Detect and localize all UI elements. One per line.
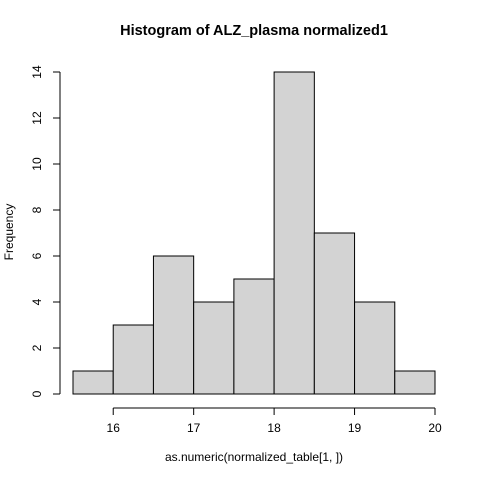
histogram-bar-0 <box>72 370 114 395</box>
y-axis-label: Frequency <box>2 204 16 261</box>
x-tick-label-19: 19 <box>348 421 362 435</box>
y-tick-label-8: 8 <box>30 206 44 213</box>
x-tick-label-16: 16 <box>107 421 121 435</box>
histogram-bar-1 <box>112 324 154 395</box>
bars-group <box>72 71 436 395</box>
y-tick-label-4: 4 <box>30 298 44 305</box>
y-tick-label-12: 12 <box>30 111 44 125</box>
y-tick-label-0: 0 <box>30 390 44 397</box>
histogram-bar-8 <box>394 370 436 395</box>
y-tick-label-14: 14 <box>30 65 44 79</box>
histogram-bar-4 <box>233 278 275 395</box>
histogram-bar-2 <box>152 255 195 395</box>
chart-title: Histogram of ALZ_plasma normalized1 <box>120 23 388 39</box>
x-tick-label-20: 20 <box>428 421 442 435</box>
histogram-bar-7 <box>354 301 396 395</box>
x-tick-label-18: 18 <box>267 421 281 435</box>
histogram-bar-5 <box>273 71 315 395</box>
y-axis: 0 2 4 6 8 10 12 14 <box>30 65 61 397</box>
histogram-bar-3 <box>193 301 235 395</box>
y-tick-label-6: 6 <box>30 252 44 259</box>
x-axis: 16 17 18 19 20 <box>107 407 442 435</box>
x-axis-label: as.numeric(normalized_table[1, ]) <box>165 450 343 464</box>
x-tick-label-17: 17 <box>187 421 201 435</box>
y-tick-label-2: 2 <box>30 344 44 351</box>
y-tick-label-10: 10 <box>30 157 44 171</box>
histogram-bar-6 <box>313 232 356 395</box>
